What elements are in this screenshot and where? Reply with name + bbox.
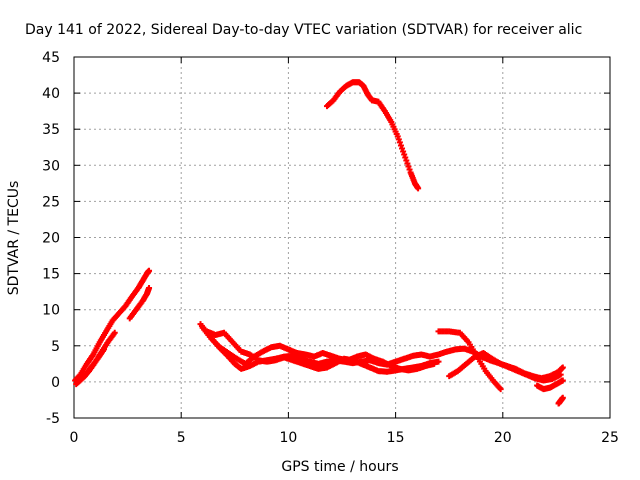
y-tick-label: 15 <box>42 267 60 283</box>
data-point <box>403 157 410 164</box>
series-seg12 <box>555 394 566 407</box>
data-point <box>402 154 409 161</box>
y-tick-label: -5 <box>46 411 60 427</box>
y-tick-label: 45 <box>42 50 60 66</box>
data-point <box>559 364 566 371</box>
data-point <box>559 394 566 401</box>
series-seg1 <box>72 267 153 384</box>
series-seg5 <box>323 79 422 192</box>
data-point <box>101 346 108 353</box>
y-tick-label: 10 <box>42 303 60 319</box>
x-tick-label: 25 <box>601 430 619 446</box>
y-tick-label: 35 <box>42 122 60 138</box>
y-tick-label: 20 <box>42 231 60 247</box>
y-tick-label: 5 <box>51 339 60 355</box>
data-point <box>146 285 153 292</box>
y-tick-label: 30 <box>42 158 60 174</box>
x-tick-label: 15 <box>387 430 405 446</box>
series-seg8 <box>203 328 442 375</box>
chart-title: Day 141 of 2022, Sidereal Day-to-day VTE… <box>25 22 582 38</box>
data-point <box>559 377 566 384</box>
data-point <box>405 163 412 170</box>
data-point <box>146 267 153 274</box>
data-points <box>72 79 566 407</box>
x-tick-label: 5 <box>177 430 186 446</box>
data-point <box>415 185 422 192</box>
data-point <box>401 151 408 158</box>
data-point <box>394 133 401 140</box>
series-seg10 <box>446 350 564 384</box>
data-point <box>400 148 407 155</box>
series-seg4 <box>126 285 153 322</box>
x-tick-label: 10 <box>279 430 297 446</box>
data-point <box>497 386 504 393</box>
data-point <box>111 329 118 336</box>
data-point <box>399 145 406 152</box>
x-tick-label: 20 <box>494 430 512 446</box>
data-point <box>396 139 403 146</box>
data-point <box>397 142 404 149</box>
series-seg3 <box>75 346 108 385</box>
data-point <box>406 166 413 173</box>
data-point <box>435 358 442 365</box>
x-tick-label: 0 <box>70 430 79 446</box>
grid <box>74 57 610 418</box>
axis-ticks: 0 5 10 15 20 25 -5 0 5 10 15 20 25 30 35 40 45 <box>42 50 619 446</box>
y-tick-label: 25 <box>42 194 60 210</box>
data-point <box>557 371 564 378</box>
y-axis-label: SDTVAR / TECUs <box>6 181 22 296</box>
data-point <box>404 160 411 167</box>
x-axis-label: GPS time / hours <box>281 459 398 475</box>
y-tick-label: 0 <box>51 375 60 391</box>
series-seg9 <box>435 328 504 393</box>
data-point <box>395 136 402 143</box>
series-seg11 <box>534 377 566 393</box>
y-tick-label: 40 <box>42 86 60 102</box>
